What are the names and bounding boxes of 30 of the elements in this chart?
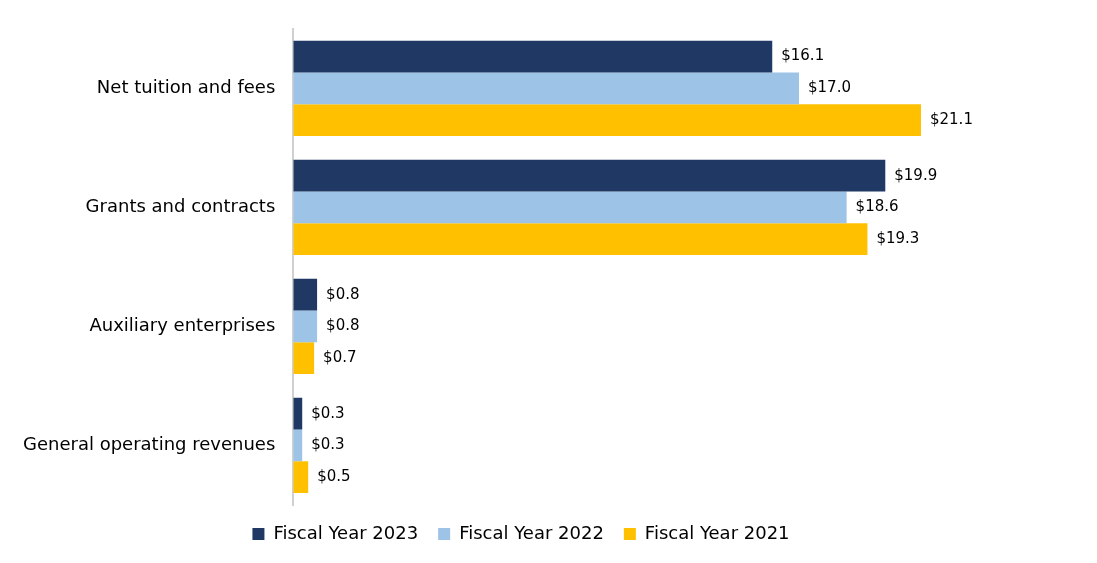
bar: [293, 104, 921, 136]
data-label: $19.9: [894, 165, 938, 184]
data-label: $21.1: [929, 109, 973, 128]
bar: [293, 72, 800, 105]
bar: [293, 342, 315, 375]
data-label: $0.8: [326, 316, 360, 335]
data-label: $0.3: [311, 403, 345, 422]
legend-label: Fiscal Year 2021: [644, 521, 790, 543]
data-label: $18.6: [855, 197, 899, 216]
legend-label: Fiscal Year 2023: [273, 521, 419, 543]
y-tick-label: Net tuition and fees: [96, 76, 276, 97]
y-tick-label: General operating revenues: [22, 433, 276, 455]
legend-label: Fiscal Year 2022: [459, 521, 604, 543]
bar: [293, 40, 773, 73]
bar: [293, 159, 886, 192]
bar: [293, 223, 868, 255]
bar: [293, 191, 847, 224]
data-label: $0.7: [323, 348, 357, 367]
data-label: $0.5: [317, 467, 351, 486]
data-label: $0.3: [311, 435, 345, 454]
data-label: $0.8: [326, 284, 360, 303]
data-label: $17.0: [808, 78, 851, 97]
bar: [293, 278, 318, 311]
data-label: $16.1: [781, 46, 825, 65]
bar: [293, 461, 309, 494]
y-tick-label: Auxiliary enterprises: [89, 314, 276, 336]
y-tick-label: Grants and contracts: [85, 195, 276, 217]
bar: [293, 397, 303, 430]
bar: [293, 310, 318, 343]
data-label: $19.3: [876, 229, 920, 248]
